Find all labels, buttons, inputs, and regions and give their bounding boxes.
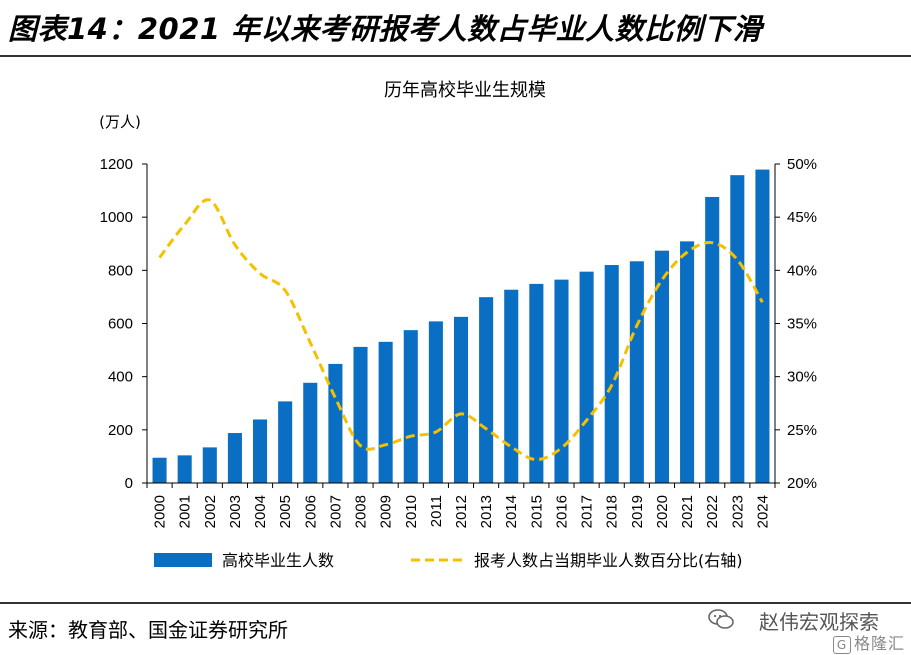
bar-2003 — [227, 433, 242, 483]
right-tick-label: 20% — [787, 475, 817, 492]
figure-title: 图表14：2021 年以来考研报考人数占毕业人数比例下滑 — [8, 12, 763, 46]
x-tick-label: 2005 — [277, 495, 294, 528]
bar-2023 — [730, 175, 745, 484]
left-tick-label: 800 — [108, 262, 133, 279]
bar-2021 — [680, 241, 695, 483]
x-tick-label: 2012 — [453, 495, 470, 528]
bar-2008 — [353, 346, 368, 483]
bar-2002 — [202, 447, 217, 483]
source-note: 来源：教育部、国金证券研究所 — [8, 618, 288, 642]
top-rule — [0, 55, 911, 57]
right-tick-label: 30% — [787, 369, 817, 386]
bar-2007 — [328, 363, 343, 483]
x-tick-label: 2011 — [428, 495, 445, 527]
x-tick-label: 2007 — [327, 495, 344, 528]
bar-2020 — [654, 250, 669, 483]
watermark: 赵伟宏观探索 G 格隆汇 — [705, 604, 905, 654]
legend-bar-swatch — [154, 553, 212, 567]
wechat-icon — [708, 609, 734, 629]
bar-2000 — [152, 457, 167, 483]
bar-2006 — [303, 382, 318, 483]
bar-series — [152, 169, 770, 484]
x-tick-label: 2006 — [302, 495, 319, 528]
x-tick-label: 2020 — [654, 495, 671, 528]
axes: 0 200 400 600 800 1000 1200 20% 25% 30% 35% 40% 45% 5… — [100, 156, 817, 528]
left-tick-label: 1000 — [100, 209, 133, 226]
chart: 历年高校毕业生规模 (万人) 0 200 400 600 800 1000 1200 20% 2… — [99, 80, 817, 570]
bar-2017 — [579, 271, 594, 483]
x-tick-label: 2009 — [378, 495, 395, 528]
x-tick-label: 2002 — [202, 495, 219, 528]
chart-title: 历年高校毕业生规模 — [384, 80, 546, 101]
x-tick-label: 2019 — [629, 495, 646, 528]
bottom-rule — [0, 602, 911, 604]
brand-logo-icon: G — [832, 635, 851, 654]
x-tick-label: 2024 — [754, 495, 771, 528]
left-tick-label: 600 — [108, 316, 133, 333]
left-tick-label: 400 — [108, 369, 133, 386]
right-tick-label: 40% — [787, 262, 817, 279]
x-tick-label: 2015 — [528, 495, 545, 528]
bar-2022 — [705, 196, 720, 484]
x-tick-label: 2018 — [604, 495, 621, 528]
bar-2010 — [403, 330, 418, 483]
x-tick-label: 2001 — [177, 495, 194, 528]
right-tick-label: 50% — [787, 156, 817, 173]
left-tick-label: 1200 — [100, 156, 133, 173]
bar-2011 — [428, 321, 443, 483]
bar-2018 — [604, 265, 619, 483]
bar-2015 — [529, 283, 544, 483]
bar-2004 — [253, 419, 268, 483]
bar-2005 — [278, 401, 293, 483]
x-tick-label: 2023 — [729, 495, 746, 528]
bar-2001 — [177, 455, 192, 483]
left-axis-unit: (万人) — [99, 113, 141, 131]
legend-bar-label: 高校毕业生人数 — [222, 551, 334, 570]
watermark-brand: G 格隆汇 — [832, 630, 905, 654]
watermark-text: 赵伟宏观探索 — [759, 610, 879, 634]
bar-2016 — [554, 279, 569, 483]
right-tick-label: 25% — [787, 422, 817, 439]
x-tick-label: 2022 — [704, 495, 721, 528]
left-tick-label: 200 — [108, 422, 133, 439]
left-tick-label: 0 — [125, 475, 133, 492]
bar-2013 — [479, 297, 494, 483]
right-tick-label: 45% — [787, 209, 817, 226]
x-tick-label: 2004 — [252, 495, 269, 528]
bar-2019 — [629, 261, 644, 483]
legend-line-label: 报考人数占当期毕业人数百分比(右轴) — [474, 551, 743, 570]
x-tick-label: 2010 — [403, 495, 420, 528]
x-tick-label: 2021 — [679, 495, 696, 528]
x-tick-label: 2014 — [503, 495, 520, 528]
bar-2024 — [755, 169, 770, 483]
x-tick-label: 2003 — [227, 495, 244, 528]
bar-2012 — [453, 316, 469, 483]
line-series — [158, 198, 764, 462]
watermark-brand-text: 格隆汇 — [853, 634, 905, 653]
bar-2009 — [378, 341, 393, 483]
x-tick-label: 2008 — [353, 495, 370, 528]
right-tick-label: 35% — [787, 316, 817, 333]
x-tick-label: 2000 — [152, 495, 169, 528]
legend: 高校毕业生人数 报考人数占当期毕业人数百分比(右轴) — [154, 551, 743, 570]
bar-2014 — [504, 289, 519, 483]
x-tick-label: 2013 — [478, 495, 495, 528]
x-tick-label: 2017 — [579, 495, 596, 528]
x-tick-label: 2016 — [553, 495, 570, 528]
